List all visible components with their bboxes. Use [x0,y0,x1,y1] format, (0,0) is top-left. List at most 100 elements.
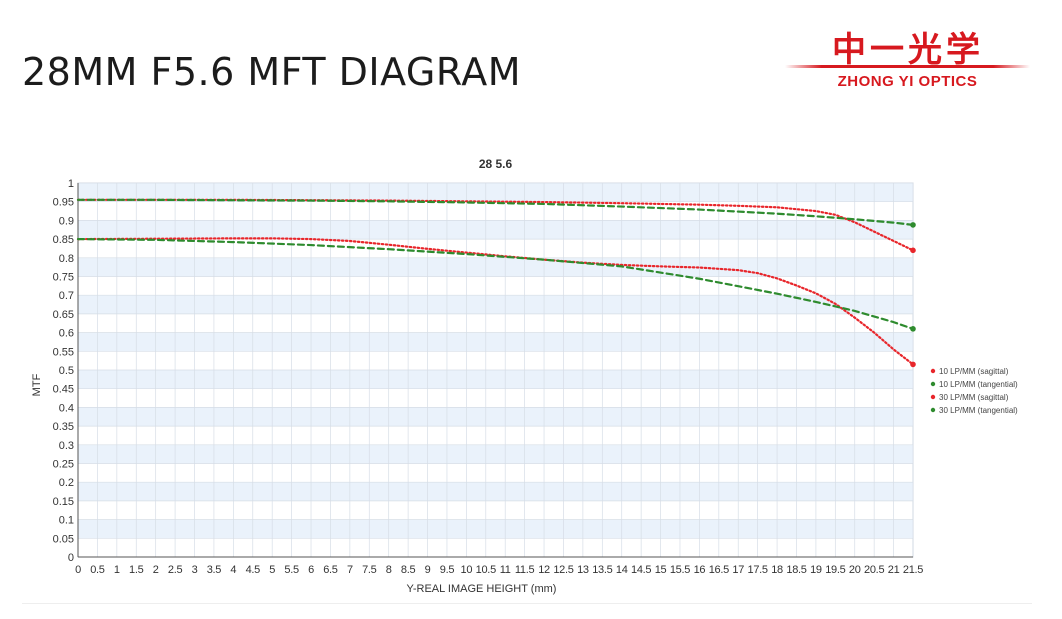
x-tick-label: 2 [153,564,159,576]
x-tick-label: 15 [655,564,667,576]
x-tick-label: 7.5 [362,564,377,576]
x-tick-label: 5 [269,564,275,576]
series-line-2 [76,198,915,226]
legend-label: 10 LP/MM (tangential) [939,380,1018,389]
y-tick-label: 0.05 [53,533,74,545]
x-tick-label: 18 [771,564,783,576]
x-tick-label: 3.5 [207,564,222,576]
x-tick-label: 13.5 [592,564,612,576]
y-tick-label: 0.45 [53,384,74,396]
x-axis-label: Y-REAL IMAGE HEIGHT (mm) [407,583,557,595]
x-tick-label: 19 [810,564,822,576]
legend-label: 30 LP/MM (sagittal) [939,393,1009,402]
plot-band [78,332,913,352]
x-tick-label: 19.5 [825,564,845,576]
x-tick-label: 20.5 [864,564,884,576]
legend-marker [930,368,936,374]
legend-marker [930,394,936,400]
x-tick-label: 6 [308,564,314,576]
y-tick-label: 0.8 [59,253,74,265]
y-tick-label: 0.1 [59,515,74,527]
footer-divider [22,603,1032,604]
series-line-3 [76,237,915,366]
x-tick-label: 1.5 [129,564,144,576]
y-tick-label: 0.75 [53,272,74,284]
x-tick-label: 8 [386,564,392,576]
plot-band [78,482,913,501]
legend-label: 10 LP/MM (sagittal) [939,367,1009,376]
series-line-4 [76,238,915,330]
logo-chinese-text: 中一光学 [832,30,984,70]
y-tick-label: 0.15 [53,496,74,508]
page-title: 28MM F5.6 MFT DIAGRAM [22,50,522,94]
x-tick-label: 0 [75,564,81,576]
y-tick-label: 0.2 [59,477,74,489]
series-end-point-3 [910,361,916,368]
x-tick-label: 7 [347,564,353,576]
x-tick-label: 17 [732,564,744,576]
x-tick-label: 13 [577,564,589,576]
y-tick-label: 0.85 [53,234,74,246]
x-tick-label: 10 [461,564,473,576]
x-tick-label: 0.5 [90,564,105,576]
y-tick-label: 0.4 [59,402,74,414]
x-tick-label: 12.5 [553,564,573,576]
x-tick-label: 11 [500,564,511,576]
legend-marker [930,381,936,387]
y-tick-label: 0.65 [53,309,74,321]
legend-label: 30 LP/MM (tangential) [939,406,1018,415]
x-tick-label: 18.5 [786,564,806,576]
y-tick-label: 0 [68,552,74,564]
x-tick-label: 14 [616,564,628,576]
logo-english-text: ZHONG YI OPTICS [837,73,978,90]
x-tick-label: 14.5 [631,564,651,576]
x-tick-label: 6.5 [323,564,338,576]
x-tick-label: 5.5 [284,564,299,576]
y-tick-label: 0.35 [53,421,74,433]
y-tick-label: 0.9 [59,215,74,227]
series-end-point-2 [910,222,916,228]
plot-band [78,519,913,539]
y-tick-label: 0.6 [59,328,74,340]
x-tick-label: 16 [694,564,706,576]
x-tick-label: 8.5 [401,564,416,576]
brand-logo: 中一光学 ZHONG YI OPTICS [785,22,1030,97]
y-tick-label: 0.25 [53,459,74,471]
series-end-point-4 [910,326,916,332]
x-tick-label: 1 [114,564,120,576]
x-tick-label: 21.5 [903,564,923,576]
y-tick-label: 0.55 [53,346,74,358]
y-tick-label: 0.3 [59,440,74,452]
x-tick-label: 10.5 [476,564,496,576]
x-tick-label: 2.5 [168,564,183,576]
x-tick-label: 3 [192,564,198,576]
y-tick-label: 1 [68,178,74,190]
x-tick-label: 4.5 [246,564,261,576]
chart-title: 28 5.6 [479,157,513,171]
logo-divider [785,65,1030,68]
y-axis-label: MTF [31,373,43,396]
x-tick-label: 9 [425,564,431,576]
y-tick-label: 0.95 [53,197,74,209]
plot-band [78,257,913,277]
legend-marker [930,407,936,413]
x-tick-label: 9.5 [440,564,455,576]
series-end-point-1 [910,247,916,254]
y-tick-label: 0.5 [59,365,74,377]
plot-band [78,370,913,389]
plot-band [78,295,913,314]
x-tick-label: 4 [230,564,236,576]
x-tick-label: 21 [888,564,900,576]
x-tick-label: 16.5 [709,564,729,576]
x-tick-label: 12 [538,564,550,576]
x-tick-label: 20 [849,564,861,576]
plot-band [78,220,913,240]
x-tick-label: 11.5 [515,564,535,576]
plot-band [78,444,913,464]
plot-band [78,407,913,427]
x-tick-label: 15.5 [670,564,690,576]
y-tick-label: 0.7 [59,290,74,302]
x-tick-label: 17.5 [748,564,768,576]
plot-band [78,183,913,202]
